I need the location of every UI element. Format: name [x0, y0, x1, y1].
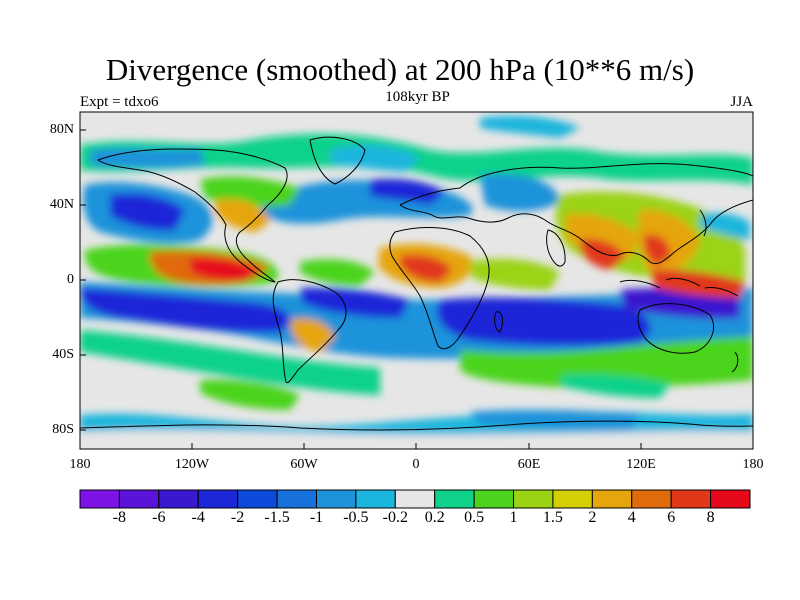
colorbar-box	[118, 489, 160, 509]
field-patch	[290, 318, 335, 352]
axis-ticks	[79, 129, 754, 449]
field-patch	[80, 430, 753, 449]
colorbar-box	[434, 489, 475, 509]
lon-tick-label: 120W	[174, 457, 210, 472]
coastline-north-america	[97, 148, 288, 283]
field-patch	[330, 144, 420, 172]
coastline-india	[546, 229, 566, 267]
coastline-antarctica	[80, 420, 753, 431]
field-patch	[190, 257, 258, 282]
divergence-field	[80, 112, 753, 449]
field-patch	[644, 234, 671, 266]
colorbar-label: 0.5	[464, 509, 485, 526]
colorbar	[79, 489, 751, 509]
colorbar-box	[552, 489, 593, 509]
colorbar-box	[79, 489, 120, 509]
colorbar-box	[591, 489, 633, 509]
field-patch	[560, 374, 670, 398]
lat-tick-label: 80S	[52, 422, 74, 437]
coastline-new-zealand	[731, 351, 739, 373]
map-title: Divergence (smoothed) at 200 hPa (10**6 …	[105, 52, 695, 87]
colorbar-label: -8	[112, 509, 127, 526]
field-patch	[470, 258, 560, 290]
lat-tick-label: 80N	[49, 122, 74, 137]
field-patch	[700, 212, 750, 240]
lat-tick-label: 40S	[52, 347, 74, 362]
colorbar-label: 1	[509, 509, 518, 526]
colorbar-box	[513, 489, 554, 509]
field-patch	[400, 254, 452, 282]
colorbar-label: 2	[588, 509, 597, 526]
field-patch	[480, 115, 580, 138]
coastline-indonesia	[619, 277, 739, 297]
colorbar-label: 0.2	[424, 509, 445, 526]
coastline-greenland	[309, 136, 366, 185]
field-patch	[200, 379, 300, 410]
coastline-south-america	[272, 279, 347, 384]
colorbar-label: -4	[191, 509, 205, 526]
colorbar-box	[237, 489, 278, 509]
field-patch	[80, 288, 290, 333]
colorbar-box	[158, 489, 199, 509]
field-patch	[650, 269, 745, 298]
field-patch	[90, 148, 205, 169]
coastline-japan	[699, 209, 707, 237]
colorbar-label: 4	[627, 509, 636, 526]
colorbar-label: -1	[309, 509, 324, 526]
field-patch	[300, 287, 410, 318]
lon-tick-label: 0	[412, 457, 420, 472]
colorbar-label: -6	[152, 509, 166, 526]
colorbar-box	[394, 489, 436, 509]
colorbar-box	[315, 489, 357, 509]
field-patch	[437, 297, 651, 346]
coastline-europe-asia	[399, 163, 753, 264]
coastline-africa	[389, 226, 490, 350]
field-patch	[370, 178, 445, 205]
map-subtitle: 108kyr BP	[385, 89, 450, 105]
field-patch	[480, 173, 560, 212]
lat-tick-label: 0	[67, 272, 74, 287]
lon-tick-label: 120E	[626, 457, 656, 472]
lon-tick-label: 180	[69, 457, 91, 472]
experiment-label: Expt = tdxo6	[80, 94, 159, 110]
colorbar-label: -2	[230, 509, 245, 526]
field-patch	[300, 259, 375, 286]
colorbar-label: -0.2	[382, 509, 408, 526]
lon-tick-label: 60W	[290, 457, 318, 472]
field-patch	[80, 330, 380, 395]
colorbar-box	[355, 489, 396, 509]
lon-tick-label: 180	[742, 457, 764, 472]
colorbar-box	[631, 489, 672, 509]
colorbar-box	[197, 489, 239, 509]
lat-tick-label: 40N	[49, 197, 74, 212]
colorbar-label: 6	[667, 509, 676, 526]
colorbar-label: -0.5	[343, 509, 369, 526]
field-patch	[460, 336, 753, 388]
coastline-madagascar	[494, 311, 504, 333]
coastlines	[80, 136, 753, 431]
colorbar-box	[276, 489, 317, 509]
lon-tick-label: 60E	[517, 457, 541, 472]
field-patch	[110, 193, 185, 231]
field-patch	[215, 198, 270, 232]
colorbar-label: 1.5	[542, 509, 563, 526]
colorbar-box	[670, 489, 712, 509]
colorbar-label: 8	[706, 509, 715, 526]
colorbar-box	[710, 489, 751, 509]
colorbar-box	[473, 489, 515, 509]
coastline-australia	[637, 303, 714, 354]
colorbar-label: -1.5	[264, 509, 290, 526]
season-label: JJA	[730, 94, 753, 110]
